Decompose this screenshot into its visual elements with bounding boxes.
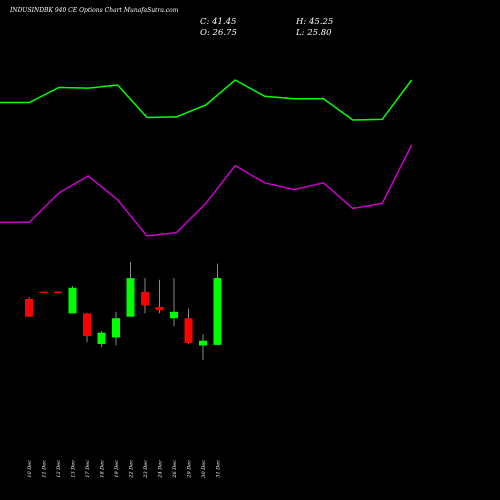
x-tick-label: 22 Dec — [129, 460, 135, 479]
candle-body-1 — [25, 299, 33, 317]
x-tick-label: 24 Dec — [158, 460, 164, 479]
candle-body-11 — [170, 311, 178, 319]
lower-band-line — [0, 144, 413, 237]
x-axis-ticks: 10 Dec 11 Dec 12 Dec 13 Dec 17 Dec 18 Dec 19 D… — [27, 460, 222, 479]
x-tick-label: 11 Dec — [42, 460, 48, 478]
candle-body-2 — [39, 291, 48, 294]
x-tick-label: 12 Dec — [56, 460, 62, 478]
candle-body-13 — [199, 340, 207, 346]
candle-body-12 — [184, 318, 193, 343]
x-tick-label: 19 Dec — [114, 460, 120, 478]
candle-body-6 — [97, 332, 106, 344]
x-tick-label: 13 Dec — [71, 460, 77, 478]
candle-body-9 — [141, 291, 149, 306]
candle-body-5 — [83, 313, 91, 336]
candles-group — [25, 262, 222, 360]
upper-band-line — [0, 79, 413, 121]
indicator-lines — [0, 79, 413, 237]
candle-body-7 — [112, 318, 120, 338]
close-value: C: 41.45 — [200, 17, 236, 27]
x-tick-label: 18 Dec — [100, 460, 106, 478]
x-tick-label: 26 Dec — [172, 460, 178, 479]
x-tick-label: 17 Dec — [85, 460, 91, 478]
x-tick-label: 29 Dec — [187, 460, 193, 479]
x-tick-label: 31 Dec — [216, 460, 222, 478]
open-value: O: 26.75 — [200, 28, 237, 38]
candle-body-3 — [54, 291, 62, 294]
x-tick-label: 10 Dec — [27, 460, 33, 478]
low-value: L: 25.80 — [295, 28, 332, 38]
x-tick-label: 30 Dec — [201, 460, 207, 478]
chart-title: INDUSINDBK 940 CE Options Chart MunafaSu… — [9, 7, 179, 14]
candle-body-4 — [68, 287, 77, 314]
candle-body-14 — [213, 278, 222, 345]
high-value: H: 45.25 — [295, 17, 333, 27]
x-tick-label: 23 Dec — [143, 460, 149, 479]
candle-body-8 — [126, 278, 135, 317]
candle-body-10 — [155, 307, 164, 311]
